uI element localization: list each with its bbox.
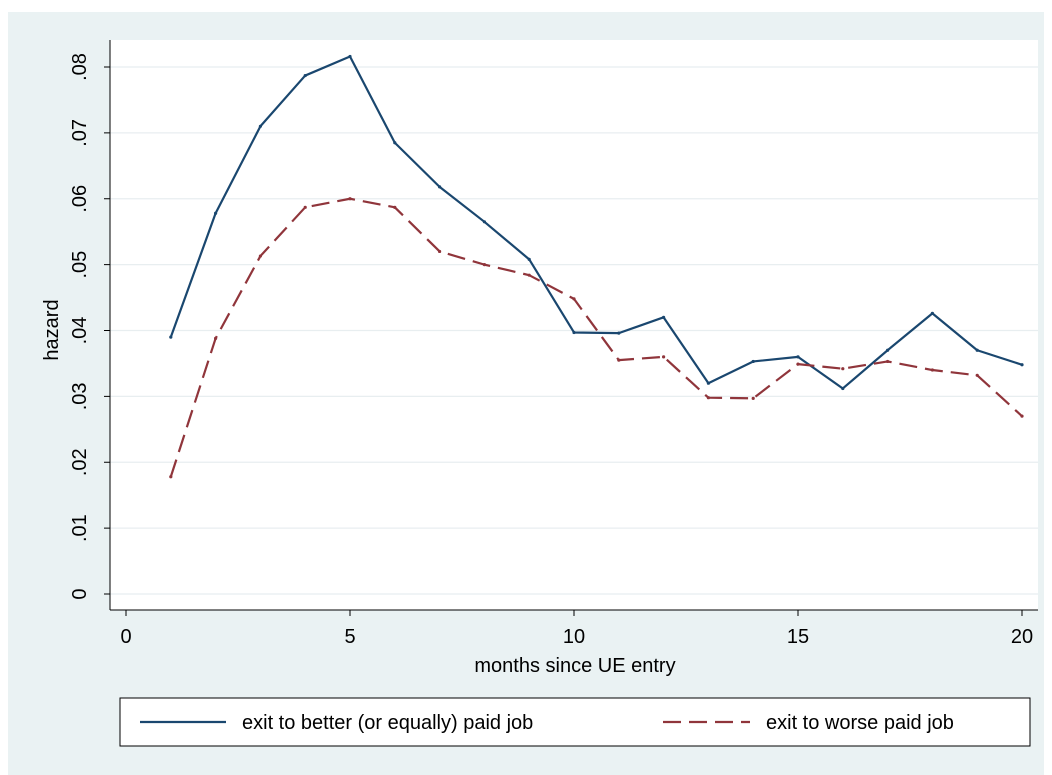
- plot-area: [110, 40, 1038, 610]
- data-point-worse: [662, 355, 666, 359]
- legend-label-better: exit to better (or equally) paid job: [242, 712, 533, 734]
- y-tick-label: .01: [69, 514, 91, 542]
- data-point-better: [930, 311, 935, 315]
- data-point-worse: [393, 205, 397, 209]
- data-point-worse: [214, 336, 218, 341]
- data-point-better: [303, 73, 307, 78]
- data-point-worse: [348, 197, 352, 201]
- data-point-better: [348, 54, 352, 59]
- data-point-better: [438, 185, 442, 189]
- data-point-worse: [975, 373, 979, 377]
- data-point-better: [572, 330, 576, 335]
- x-tick-label: 15: [787, 626, 809, 648]
- series-layer: [169, 54, 1024, 479]
- series-line-better: [169, 55, 1023, 390]
- data-point-worse: [706, 396, 711, 400]
- data-point-worse: [258, 254, 262, 258]
- y-tick-label: .05: [69, 251, 91, 279]
- x-tick-label: 10: [563, 626, 585, 648]
- data-point-better: [886, 348, 890, 352]
- data-point-worse: [1020, 414, 1024, 418]
- data-point-worse: [572, 297, 576, 301]
- y-tick-label: .03: [69, 382, 91, 410]
- data-point-worse: [841, 367, 845, 371]
- y-tick-label: .06: [69, 185, 91, 213]
- data-point-better: [258, 124, 262, 128]
- data-point-better: [662, 315, 666, 319]
- data-point-worse: [438, 249, 442, 254]
- data-point-worse: [751, 396, 755, 400]
- grid-lines: [110, 66, 1038, 595]
- data-point-better: [841, 386, 845, 391]
- data-point-worse: [886, 359, 890, 364]
- series-line-worse: [169, 197, 1023, 478]
- y-tick-label: .08: [69, 53, 91, 81]
- data-point-better: [975, 348, 979, 352]
- data-point-better: [527, 257, 531, 261]
- data-point-worse: [303, 205, 307, 209]
- data-point-better: [393, 141, 397, 145]
- legend: exit to better (or equally) paid job exi…: [119, 697, 1031, 747]
- y-tick-label: .07: [69, 119, 91, 147]
- legend-label-worse: exit to worse paid job: [766, 712, 954, 734]
- y-axis-title: hazard: [41, 299, 63, 360]
- data-point-better: [796, 355, 800, 359]
- data-point-better: [169, 335, 173, 339]
- data-point-better: [482, 220, 486, 224]
- x-axis-title: months since UE entry: [474, 655, 675, 677]
- data-point-worse: [169, 475, 173, 479]
- y-tick-label: 0: [69, 588, 91, 599]
- data-point-better: [617, 331, 621, 335]
- data-point-better: [214, 211, 218, 215]
- data-point-better: [751, 359, 755, 364]
- data-point-worse: [527, 273, 531, 277]
- x-tick-label: 5: [344, 626, 355, 648]
- data-point-worse: [482, 263, 486, 267]
- data-point-worse: [796, 362, 800, 366]
- x-tick-label: 0: [120, 626, 131, 648]
- x-tick-label: 20: [1011, 626, 1033, 648]
- legend-box: [119, 697, 1031, 747]
- data-point-worse: [930, 368, 935, 372]
- data-point-worse: [617, 358, 621, 362]
- axes: 0 .01 .02 .03 .04 .05 .06 .07 .08 0 5 10 15 20: [69, 40, 1038, 648]
- y-tick-label: .04: [69, 317, 91, 345]
- y-tick-label: .02: [69, 448, 91, 476]
- data-point-better: [706, 381, 711, 385]
- data-point-better: [1020, 363, 1024, 367]
